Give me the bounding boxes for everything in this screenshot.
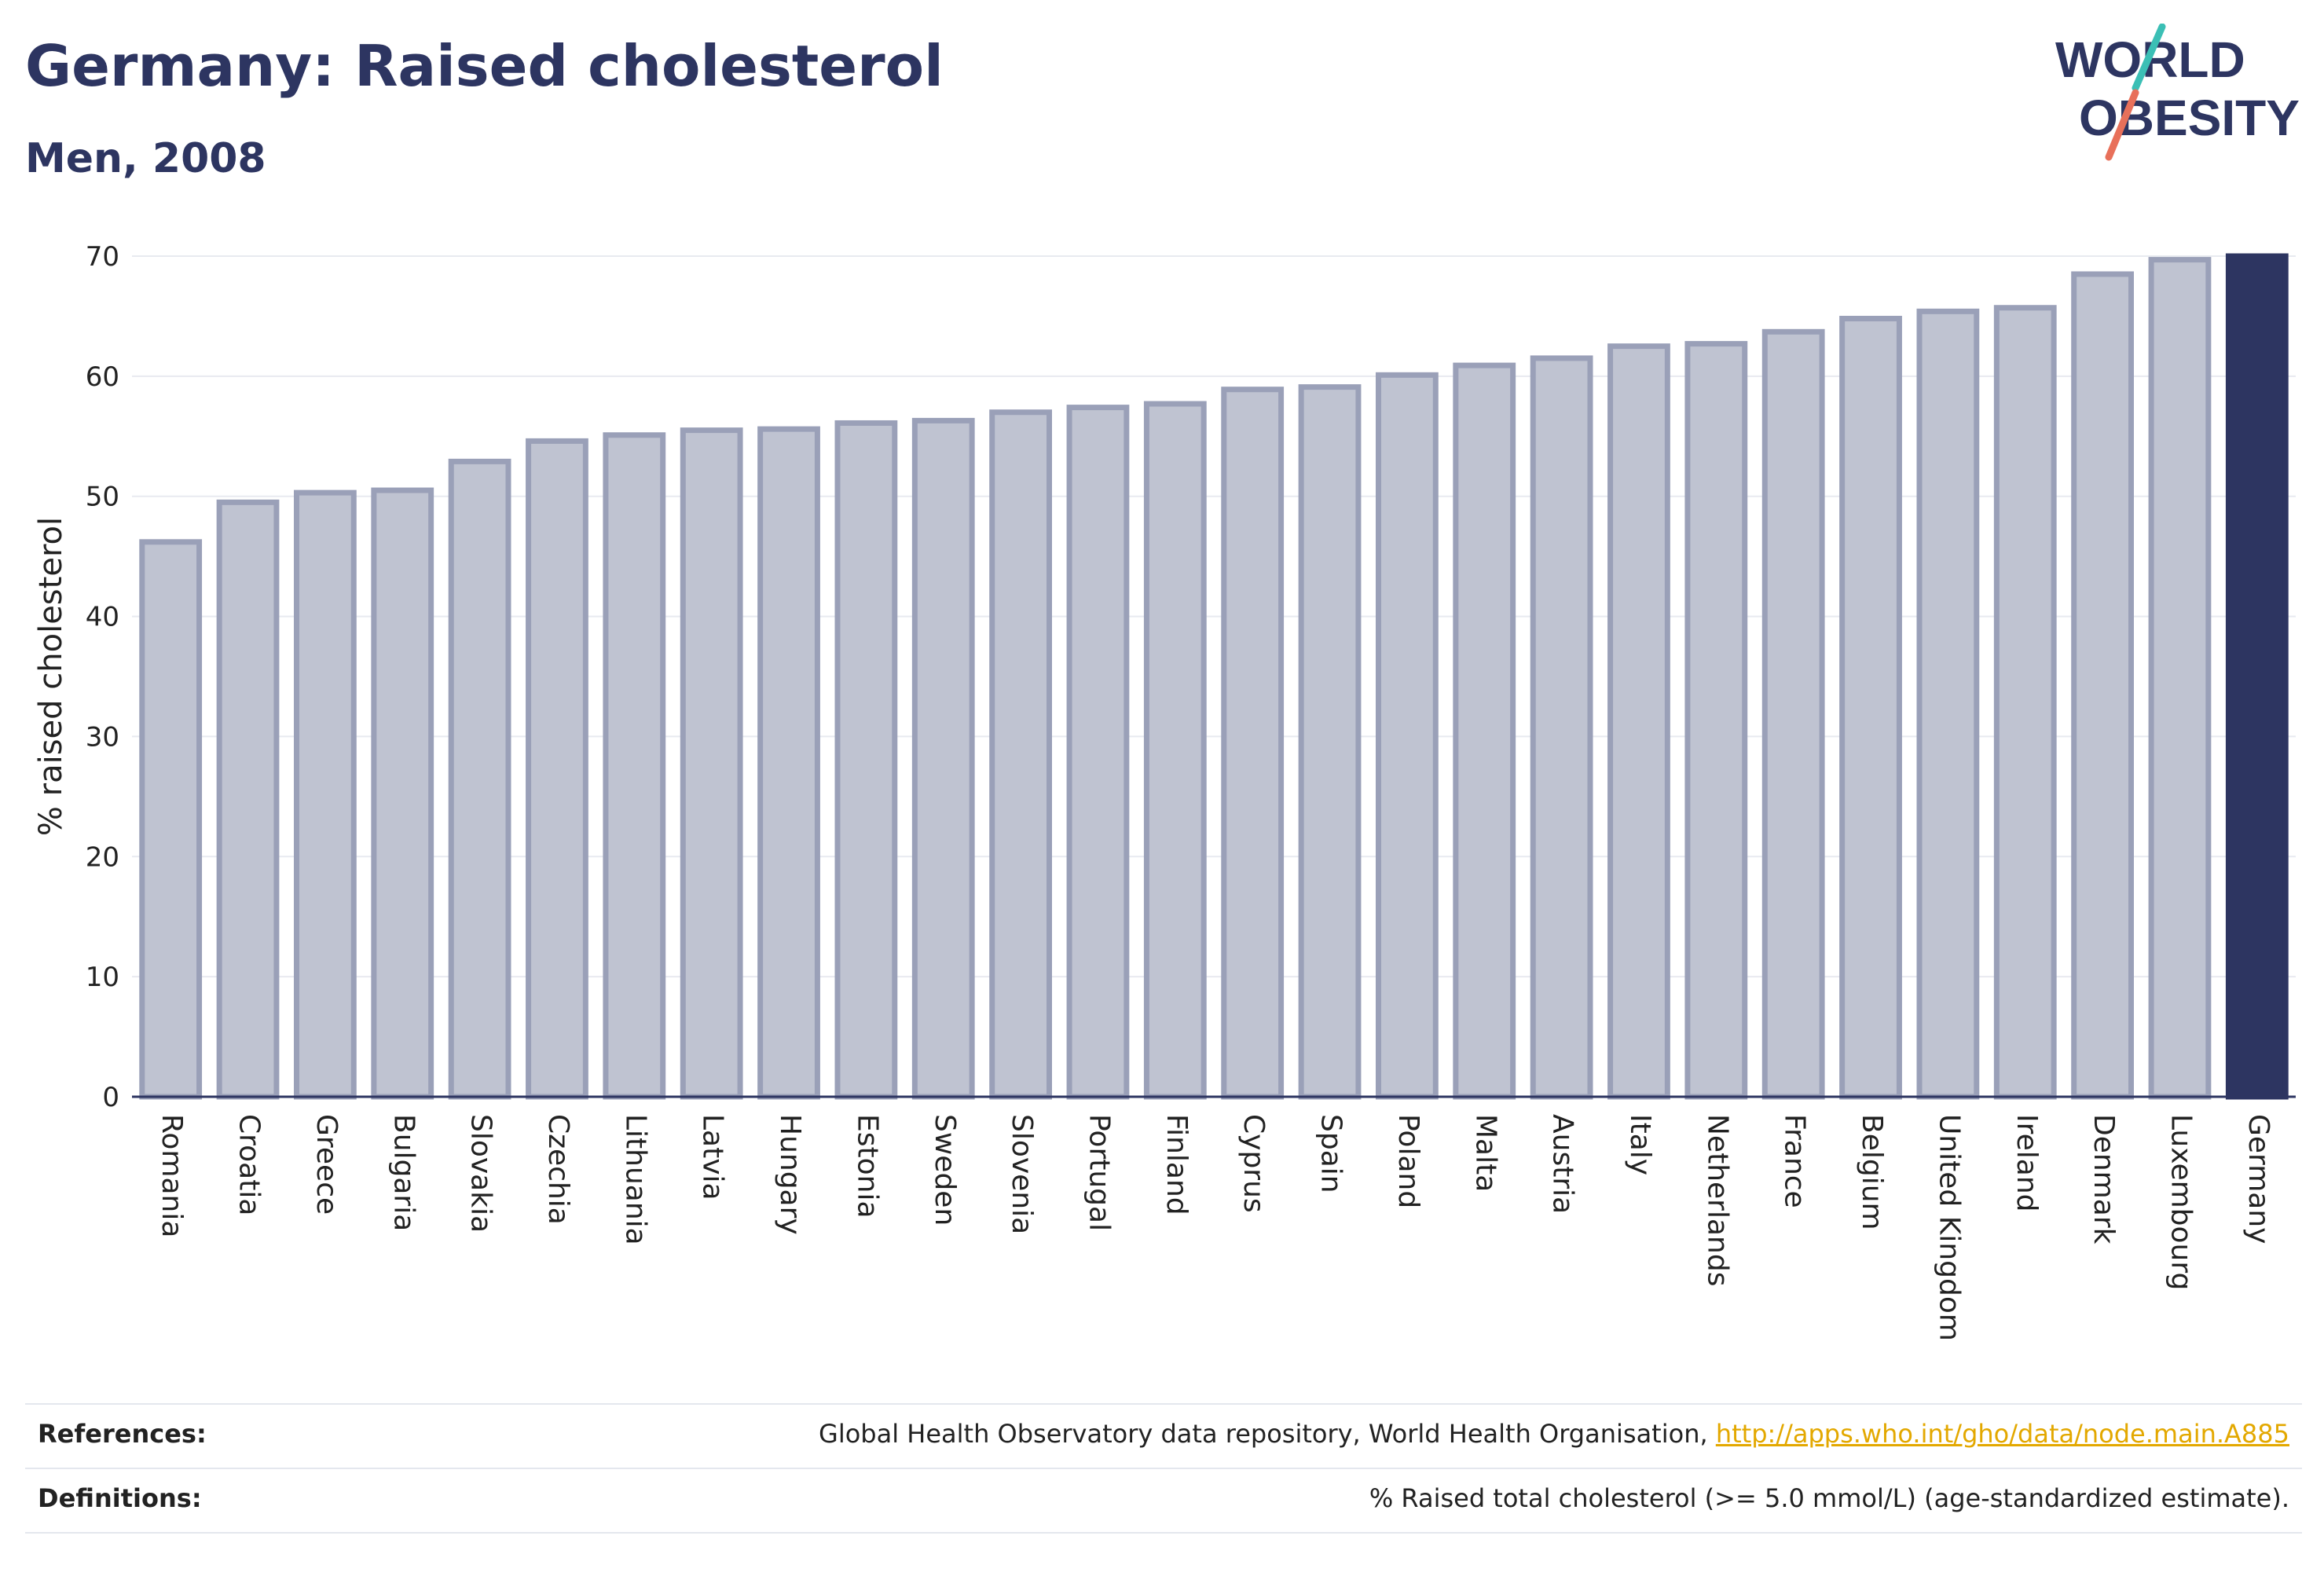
bar [989, 409, 1052, 1100]
x-tick-label: Greece [310, 1114, 343, 1215]
bar [2225, 253, 2289, 1100]
y-tick-label: 60 [86, 361, 119, 393]
references-label: References: [38, 1419, 207, 1449]
x-tick-label: Slovenia [1006, 1114, 1038, 1234]
y-tick-label: 70 [86, 241, 119, 273]
bar [1298, 384, 1362, 1100]
bar [216, 499, 280, 1100]
x-tick-label: Croatia [233, 1114, 266, 1215]
x-tick-label: Latvia [697, 1114, 729, 1200]
x-tick-label: Slovakia [465, 1114, 497, 1233]
x-tick-label: Luxembourg [2165, 1114, 2197, 1290]
y-tick-label: 10 [86, 962, 119, 993]
bar [1916, 308, 1980, 1100]
bar [1839, 315, 1902, 1100]
world-obesity-logo: WORLD OBESITY [2055, 24, 2300, 161]
x-tick-label: Netherlands [1701, 1114, 1733, 1286]
references-text: Global Health Observatory data repositor… [819, 1419, 1716, 1449]
bar [1376, 372, 1439, 1100]
bar [1221, 387, 1285, 1100]
x-tick-label: Poland [1392, 1114, 1424, 1208]
x-tick-label: Czechia [542, 1114, 574, 1225]
y-tick-label: 40 [86, 602, 119, 633]
y-axis-title: % raised cholesterol [33, 517, 69, 836]
logo-slash-coral [2105, 89, 2139, 161]
x-tick-label: Bulgaria [387, 1114, 420, 1231]
bar [834, 420, 898, 1100]
bar [371, 487, 434, 1100]
bar [1993, 305, 2057, 1100]
x-tick-label: Belgium [1856, 1114, 1888, 1230]
bar [1066, 405, 1130, 1100]
bar [1530, 355, 1593, 1100]
chart-subtitle: Men, 2008 [25, 135, 266, 182]
x-tick-label: Spain [1315, 1114, 1347, 1193]
definitions-label: Definitions: [38, 1483, 202, 1513]
x-tick-label: Estonia [851, 1114, 883, 1219]
bar [1143, 401, 1207, 1100]
y-tick-label: 50 [86, 482, 119, 513]
bar [911, 417, 975, 1100]
x-tick-label: Finland [1160, 1114, 1193, 1215]
bar [139, 539, 203, 1100]
bar [1761, 328, 1825, 1100]
x-tick-label: Romania [156, 1114, 188, 1237]
x-tick-label: Germany [2242, 1114, 2275, 1244]
x-tick-label: Denmark [2088, 1114, 2120, 1244]
bar [2071, 271, 2134, 1100]
x-tick-label: Malta [1469, 1114, 1501, 1192]
bar [1607, 343, 1670, 1100]
y-tick-label: 0 [102, 1082, 119, 1113]
references-link[interactable]: http://apps.who.int/gho/data/node.main.A… [1715, 1419, 2289, 1449]
x-tick-label: Italy [1624, 1114, 1656, 1175]
y-tick-label: 30 [86, 721, 119, 753]
bar [603, 432, 666, 1100]
references-row: References: Global Health Observatory da… [25, 1403, 2302, 1469]
references-value: Global Health Observatory data repositor… [819, 1419, 2289, 1449]
x-tick-label: France [1779, 1114, 1811, 1208]
bar [294, 489, 357, 1100]
bar [1684, 341, 1748, 1100]
bar [2148, 257, 2212, 1100]
logo-slash-teal [2132, 24, 2166, 92]
x-tick-label: Lithuania [619, 1114, 651, 1245]
bar [448, 458, 511, 1100]
x-tick-label: Hungary [774, 1114, 806, 1235]
x-tick-label: Portugal [1083, 1114, 1115, 1231]
bar [757, 426, 820, 1100]
definitions-row: Definitions: % Raised total cholesterol … [25, 1468, 2302, 1534]
x-tick-label: United Kingdom [1933, 1114, 1965, 1341]
x-tick-label: Sweden [929, 1114, 961, 1226]
bar [526, 438, 588, 1100]
bar-chart: 0 10 20 30 40 50 60 70 % raised cholesterol Roman… [33, 241, 2296, 1341]
footer-divider [25, 1532, 2302, 1534]
chart-title: Germany: Raised cholesterol [25, 33, 944, 99]
definitions-value: % Raised total cholesterol (>= 5.0 mmol/… [1369, 1483, 2289, 1513]
bar [680, 427, 743, 1100]
x-tick-label: Austria [1547, 1114, 1579, 1214]
bar [1453, 362, 1516, 1100]
x-tick-label: Cyprus [1237, 1114, 1270, 1213]
x-tick-label: Ireland [2011, 1114, 2043, 1212]
y-tick-label: 20 [86, 841, 119, 873]
